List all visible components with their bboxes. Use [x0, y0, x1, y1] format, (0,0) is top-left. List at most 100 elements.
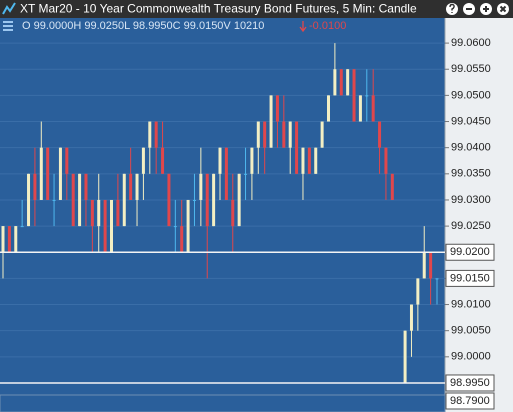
candle-body [110, 199, 113, 253]
candle-body [365, 95, 369, 97]
candle-body [314, 147, 318, 174]
candle-body [116, 199, 120, 227]
candle-body [339, 69, 343, 96]
candle-body [224, 147, 228, 200]
candle-body [422, 252, 426, 279]
candle-body [307, 147, 311, 174]
y-tick-label: 99.0450 [451, 115, 491, 127]
candle-body [403, 330, 407, 383]
candle-body [154, 121, 158, 148]
price-label: 98.9950 [450, 377, 490, 389]
last-price-label: 99.0150 [450, 272, 490, 284]
candle-body [39, 147, 43, 200]
candle-body [250, 147, 254, 174]
candle-body [327, 95, 330, 122]
candle-body [97, 199, 101, 227]
candle-body [378, 121, 382, 148]
y-tick-label: 99.0600 [451, 37, 491, 49]
y-tick-label: 99.0100 [451, 298, 491, 310]
candle-body [129, 173, 133, 200]
candle-body [84, 173, 88, 200]
candle-body [435, 278, 439, 280]
ohlc-info: O 99.0000H 99.0250L 98.9950C 99.0150V 10… [22, 20, 264, 32]
candle-body [263, 121, 267, 148]
candle-body [269, 95, 273, 148]
y-tick-label: 99.0050 [451, 325, 491, 337]
price-box [445, 243, 495, 261]
candle-body [205, 173, 209, 227]
help-glyph [449, 3, 455, 13]
candle-body [199, 173, 203, 200]
candle-body [212, 173, 216, 227]
candle-body [429, 252, 433, 279]
y-tick-label: 99.0350 [451, 168, 491, 180]
price-label: 99.0200 [450, 246, 490, 258]
candle-body [46, 147, 50, 200]
candle-body [218, 147, 222, 174]
candle-body [90, 199, 94, 227]
y-tick-label: 99.0400 [451, 142, 491, 154]
scale-bottom-box [445, 392, 495, 410]
candle-body [301, 147, 305, 174]
y-tick-label: 99.0550 [451, 63, 491, 75]
axis-bg [445, 18, 513, 412]
y-tick-label: 99.0000 [451, 351, 491, 363]
candle-body [78, 173, 82, 227]
candle-body [14, 226, 18, 253]
candle-body [231, 199, 235, 227]
scale-bottom-label: 98.7900 [450, 395, 490, 407]
candle-body [148, 121, 152, 148]
y-tick-label: 99.0250 [451, 220, 491, 232]
y-tick-label: 99.0500 [451, 89, 491, 101]
candle-body [352, 69, 356, 122]
candle-body [103, 199, 107, 253]
candle-body [58, 147, 62, 200]
candle-body [333, 69, 337, 96]
last-price-box [445, 269, 495, 287]
x-axis-strip [0, 394, 446, 412]
title-bar [0, 0, 513, 18]
candle-body [346, 69, 350, 96]
y-tick-label: 99.0300 [451, 194, 491, 206]
candle-body [20, 226, 24, 228]
candle-body [192, 199, 196, 201]
candle-body [1, 226, 5, 253]
candle-body [416, 278, 420, 305]
down-arrow [299, 21, 307, 33]
candle-body [295, 121, 299, 174]
candle-body [390, 173, 394, 200]
candle-body [409, 304, 413, 331]
candle-body [27, 173, 31, 227]
chart-icon [2, 2, 16, 15]
candle-body [33, 173, 37, 200]
candle-body [52, 199, 56, 201]
candle-body [358, 95, 362, 122]
candle-body [135, 173, 139, 200]
candle-body [122, 173, 126, 227]
price-box [445, 374, 495, 392]
candle-body [320, 121, 324, 148]
candle-body [167, 173, 171, 227]
candle-body [161, 147, 165, 174]
candle-body [237, 173, 241, 227]
close-glyph [499, 5, 507, 13]
plot [0, 42, 445, 384]
candle-body [180, 226, 184, 253]
menu-glyph [3, 21, 13, 31]
add-glyph [483, 6, 489, 12]
candle-body [65, 147, 69, 174]
candle-body [141, 147, 145, 174]
chart-title: XT Mar20 - 10 Year Commonwealth Treasury… [20, 2, 417, 16]
candle-body [173, 226, 177, 228]
candle-body [244, 173, 248, 175]
candle-body [7, 226, 11, 253]
candle-body [275, 95, 279, 122]
candle-body [384, 147, 388, 174]
candle-body [186, 199, 190, 253]
menu-icon[interactable] [3, 21, 13, 31]
candle-body [282, 121, 286, 148]
window-buttons[interactable] [446, 3, 509, 15]
